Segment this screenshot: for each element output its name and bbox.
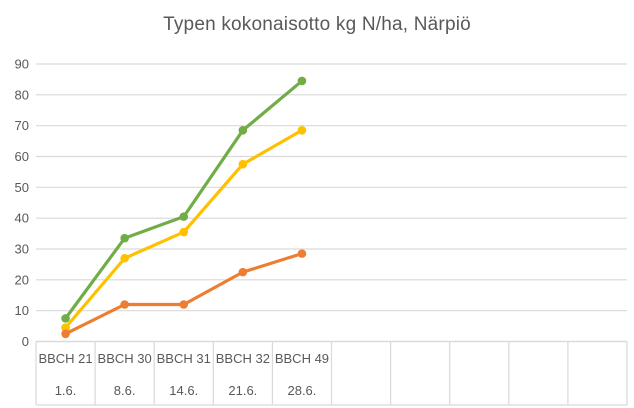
category-date-label: 21.6. bbox=[228, 383, 257, 398]
data-point-marker-yellow bbox=[238, 159, 248, 169]
y-axis-tick-label: 50 bbox=[15, 180, 29, 195]
data-point-marker-orange bbox=[179, 300, 189, 309]
y-axis-tick-label: 80 bbox=[15, 87, 29, 102]
y-axis-tick-label: 70 bbox=[15, 118, 29, 133]
category-bbch-label: BBCH 21 bbox=[38, 351, 92, 366]
category-bbch-label: BBCH 31 bbox=[157, 351, 211, 366]
category-bbch-label: BBCH 30 bbox=[98, 351, 152, 366]
data-point-marker-yellow bbox=[297, 125, 307, 135]
chart-title: Typen kokonaisotto kg N/ha, Närpiö bbox=[163, 14, 471, 35]
data-point-marker-green bbox=[61, 314, 70, 323]
category-bbch-label: BBCH 49 bbox=[275, 351, 329, 366]
y-axis-tick-label: 20 bbox=[15, 272, 29, 287]
data-point-marker-orange bbox=[120, 300, 129, 309]
data-point-marker-green bbox=[120, 233, 129, 243]
category-date-label: 1.6. bbox=[55, 383, 77, 398]
data-point-marker-yellow bbox=[120, 253, 129, 263]
y-axis-tick-label: 40 bbox=[15, 211, 29, 226]
data-point-marker-orange bbox=[61, 329, 70, 339]
y-axis-tick-label: 90 bbox=[15, 57, 29, 72]
y-axis-tick-label: 0 bbox=[22, 334, 29, 349]
series-line-orange bbox=[63, 252, 304, 336]
y-axis-tick-label: 10 bbox=[15, 303, 29, 318]
data-point-marker-orange bbox=[238, 267, 248, 277]
data-point-marker-green bbox=[238, 125, 248, 135]
category-date-label: 28.6. bbox=[287, 383, 316, 398]
category-date-label: 14.6. bbox=[169, 383, 198, 398]
data-point-marker-green bbox=[179, 212, 189, 221]
data-point-marker-yellow bbox=[179, 227, 189, 237]
data-point-marker-orange bbox=[297, 249, 307, 258]
category-bbch-label: BBCH 32 bbox=[216, 351, 270, 366]
y-axis-tick-label: 30 bbox=[15, 242, 29, 257]
data-point-marker-green bbox=[297, 76, 307, 86]
category-date-label: 8.6. bbox=[114, 383, 136, 398]
series-line-green bbox=[63, 79, 304, 320]
y-axis-tick-label: 60 bbox=[15, 149, 29, 164]
data-point-marker-yellow bbox=[61, 323, 70, 332]
